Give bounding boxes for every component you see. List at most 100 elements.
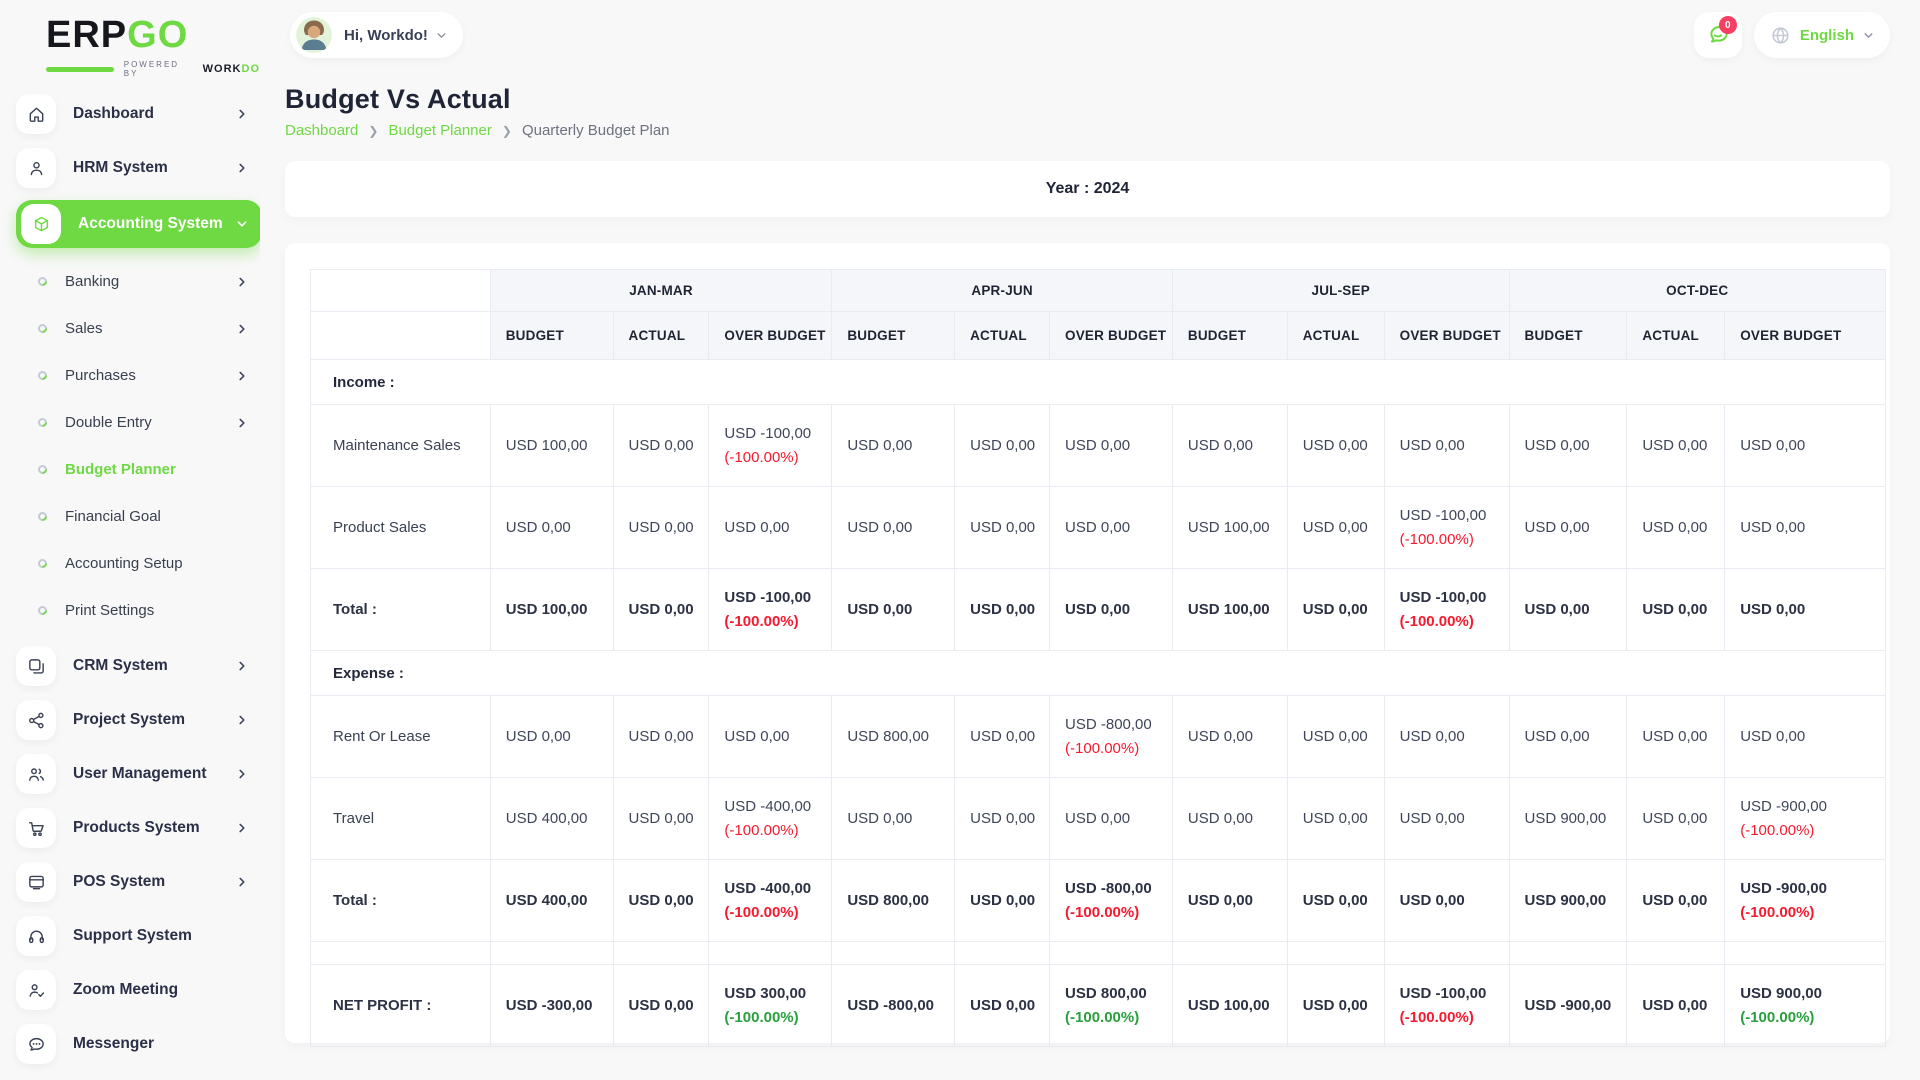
- user-menu-button[interactable]: Hi, Workdo!: [290, 12, 463, 58]
- chevron-right-icon: [236, 822, 248, 834]
- sidebar-item-label: User Management: [73, 765, 207, 782]
- spacer-cell: [1286, 941, 1385, 965]
- value-cell: USD -800,00: [831, 964, 956, 1047]
- sidebar-item-project-system[interactable]: Project System: [16, 698, 260, 742]
- sidebar-item-double-entry[interactable]: Double Entry: [16, 399, 260, 446]
- value-cell: USD 0,00: [954, 777, 1051, 860]
- sidebar-item-support-system[interactable]: Support System: [16, 914, 260, 958]
- amount-value: USD 0,00: [970, 727, 1036, 745]
- spacer-cell: [612, 941, 710, 965]
- amount-value: USD 0,00: [1187, 809, 1253, 827]
- amount-value: USD 0,00: [1524, 600, 1590, 618]
- row-label: Product Sales: [310, 486, 491, 569]
- spacer-cell: [1049, 941, 1173, 965]
- value-cell: USD 0,00: [1383, 777, 1510, 860]
- sidebar-item-banking[interactable]: Banking: [16, 258, 260, 305]
- column-header: BUDGET: [1171, 311, 1288, 360]
- row-label: Total :: [310, 859, 491, 942]
- sidebar-item-dashboard[interactable]: Dashboard: [16, 92, 260, 136]
- language-selector[interactable]: English: [1753, 12, 1890, 58]
- bullet-icon: [36, 557, 49, 570]
- breadcrumb-dashboard[interactable]: Dashboard: [285, 122, 359, 139]
- bullet-icon: [36, 463, 49, 476]
- amount-value: USD 900,00: [1740, 984, 1822, 1002]
- logo-go-text: GO: [127, 14, 189, 56]
- spacer-cell: [1171, 941, 1288, 965]
- sidebar-item-budget-planner[interactable]: Budget Planner: [16, 446, 260, 493]
- value-cell: USD -400,00 (-100.00%): [708, 859, 833, 942]
- spacer-cell: [1508, 941, 1628, 965]
- value-cell: USD 0,00: [1508, 695, 1628, 778]
- amount-value: USD 0,00: [1399, 891, 1465, 909]
- amount-value: USD 0,00: [1065, 436, 1131, 454]
- value-cell: USD 800,00 (-100.00%): [1049, 964, 1173, 1047]
- sidebar-item-sales[interactable]: Sales: [16, 305, 260, 352]
- amount-value: USD 0,00: [1642, 891, 1708, 909]
- value-cell: USD 0,00: [612, 486, 710, 569]
- value-cell: USD -100,00 (-100.00%): [1383, 568, 1510, 651]
- amount-value: USD -400,00: [724, 879, 812, 897]
- value-cell: USD 800,00: [831, 859, 956, 942]
- value-cell: USD 900,00 (-100.00%): [1724, 964, 1886, 1047]
- sidebar-item-hrm-system[interactable]: HRM System: [16, 146, 260, 190]
- sidebar-item-label: Purchases: [65, 367, 136, 384]
- subheader-row: BUDGET ACTUAL OVER BUDGET BUDGET ACTUAL OVER …: [310, 311, 1886, 360]
- value-cell: USD 0,00: [1626, 777, 1726, 860]
- amount-value: USD 0,00: [847, 436, 913, 454]
- sidebar-item-user-management[interactable]: User Management: [16, 752, 260, 796]
- sidebar-item-accounting-setup[interactable]: Accounting Setup: [16, 540, 260, 587]
- powered-by-text: Powered By: [123, 60, 180, 78]
- amount-value: USD 0,00: [1642, 809, 1708, 827]
- share-nodes-icon: [16, 700, 56, 740]
- chevron-right-icon: [236, 276, 248, 288]
- value-cell: USD 0,00: [1286, 568, 1385, 651]
- amount-value: USD 100,00: [505, 600, 588, 618]
- sidebar-item-zoom-meeting[interactable]: Zoom Meeting: [16, 968, 260, 1012]
- amount-value: USD 800,00: [847, 727, 930, 745]
- sidebar-item-label: Accounting Setup: [65, 555, 183, 572]
- percent-value: (-100.00%): [724, 613, 799, 630]
- value-cell: USD 0,00: [1049, 486, 1173, 569]
- amount-value: USD 0,00: [1740, 518, 1806, 536]
- table-row: Total : USD 400,00 USD 0,00 USD -400,00 (-10…: [310, 859, 1886, 942]
- percent-value: (-100.00%): [1399, 531, 1474, 548]
- amount-value: USD 0,00: [847, 518, 913, 536]
- amount-value: USD 0,00: [724, 727, 790, 745]
- amount-value: USD 400,00: [505, 809, 588, 827]
- sidebar-item-label: Dashboard: [73, 105, 154, 122]
- value-cell: USD 0,00: [1508, 404, 1628, 487]
- amount-value: USD 0,00: [505, 518, 571, 536]
- sidebar-item-pos-system[interactable]: POS System: [16, 860, 260, 904]
- value-cell: USD 0,00: [1383, 859, 1510, 942]
- value-cell: USD 0,00: [1171, 404, 1288, 487]
- cube-icon: [21, 204, 61, 244]
- amount-value: USD 900,00: [1524, 809, 1607, 827]
- column-header: OVER BUDGET: [1383, 311, 1510, 360]
- sidebar-nav: Dashboard HRM System Accounting System Bank…: [16, 92, 260, 1066]
- amount-value: USD 0,00: [1302, 891, 1368, 909]
- sidebar-item-messenger[interactable]: Messenger: [16, 1022, 260, 1066]
- sidebar-item-print-settings[interactable]: Print Settings: [16, 587, 260, 634]
- bullet-icon: [36, 369, 49, 382]
- percent-value: (-100.00%): [1740, 904, 1815, 921]
- sidebar-item-products-system[interactable]: Products System: [16, 806, 260, 850]
- sidebar-item-purchases[interactable]: Purchases: [16, 352, 260, 399]
- row-label: Maintenance Sales: [310, 404, 491, 487]
- sidebar-item-accounting-system[interactable]: Accounting System: [16, 200, 260, 248]
- value-cell: USD 0,00: [1171, 695, 1288, 778]
- amount-value: USD -900,00: [1524, 996, 1612, 1014]
- spacer-cell: [1626, 941, 1726, 965]
- globe-icon: [1770, 25, 1791, 46]
- value-cell: USD 0,00: [1286, 486, 1385, 569]
- value-cell: USD 0,00: [1626, 404, 1726, 487]
- sidebar-item-financial-goal[interactable]: Financial Goal: [16, 493, 260, 540]
- erpgo-logo: ERPGO Powered By WORKDO: [46, 16, 260, 78]
- sidebar-item-crm-system[interactable]: CRM System: [16, 644, 260, 688]
- row-label: Travel: [310, 777, 491, 860]
- breadcrumb-budget-planner[interactable]: Budget Planner: [388, 122, 492, 139]
- quarter-header: OCT-DEC: [1508, 269, 1886, 312]
- amount-value: USD 0,00: [1642, 727, 1708, 745]
- amount-value: USD -900,00: [1740, 797, 1827, 815]
- notifications-button[interactable]: 0: [1693, 12, 1742, 58]
- value-cell: USD 0,00: [612, 859, 710, 942]
